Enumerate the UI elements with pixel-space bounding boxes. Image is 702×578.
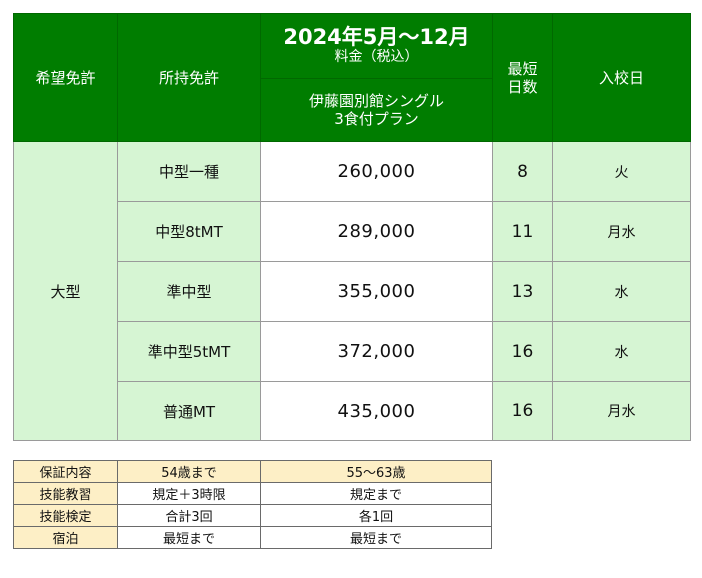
guarantee-label-cell: 技能検定 [13,504,118,527]
held-license-cell: 中型8tMT [117,201,261,262]
table-row: 準中型 355,000 13 水 [14,261,691,322]
guarantee-header-cell: 55～63歳 [260,460,492,483]
table-row: 保証内容 54歳まで 55～63歳 [13,460,492,483]
price-cell: 289,000 [260,201,493,262]
price-cell: 355,000 [260,261,493,322]
header-plan-line1: 伊藤園別館シングル [308,92,444,110]
days-cell: 13 [492,261,553,322]
guarantee-value-cell: 規定＋3時限 [117,482,261,505]
days-cell: 16 [492,381,553,441]
guarantee-table: 保証内容 54歳まで 55～63歳 技能教習 規定＋3時限 規定まで 技能検定 … [13,460,492,549]
guarantee-value-cell: 各1回 [260,504,492,527]
price-table: 希望免許 所持免許 2024年5月～12月 料金（税込） 最短 日数 入校日 伊… [13,13,691,441]
entry-day-cell: 火 [552,141,691,202]
entry-day-cell: 月水 [552,201,691,262]
price-cell: 260,000 [260,141,493,202]
desired-license-cell: 大型 [13,141,118,441]
guarantee-header-cell: 54歳まで [117,460,261,483]
header-plan: 伊藤園別館シングル 3食付プラン [260,78,493,142]
header-plan-line2: 3食付プラン [334,110,419,128]
entry-day-cell: 月水 [552,381,691,441]
table-row: 準中型5tMT 372,000 16 水 [14,321,691,382]
header-shortest-days: 最短 日数 [492,13,553,142]
guarantee-label-cell: 技能教習 [13,482,118,505]
held-license-cell: 準中型 [117,261,261,322]
table-row: 大型 中型一種 260,000 8 火 [13,141,691,441]
guarantee-header-cell: 保証内容 [13,460,118,483]
entry-day-cell: 水 [552,261,691,322]
header-shortest-days-line2: 日数 [507,77,538,96]
held-license-cell: 中型一種 [117,141,261,202]
held-license-cell: 普通MT [117,381,261,441]
days-cell: 16 [492,321,553,382]
price-cell: 435,000 [260,381,493,441]
table-row: 普通MT 435,000 16 月水 [14,381,691,441]
guarantee-value-cell: 合計3回 [117,504,261,527]
price-cell: 372,000 [260,321,493,382]
guarantee-value-cell: 最短まで [117,526,261,549]
table-row: 宿泊 最短まで 最短まで [13,526,492,549]
days-cell: 11 [492,201,553,262]
header-period-fee: 2024年5月～12月 料金（税込） [260,13,493,79]
header-desired-license: 希望免許 [13,13,118,142]
header-period: 2024年5月～12月 [283,25,470,50]
guarantee-label-cell: 宿泊 [13,526,118,549]
table-row: 技能教習 規定＋3時限 規定まで [13,482,492,505]
header-entry-day: 入校日 [552,13,691,142]
entry-day-cell: 水 [552,321,691,382]
header-shortest-days-line1: 最短 [507,59,538,78]
held-license-cell: 準中型5tMT [117,321,261,382]
guarantee-value-cell: 規定まで [260,482,492,505]
table-row: 中型8tMT 289,000 11 月水 [14,201,691,262]
header-fee-label: 料金（税込） [334,49,419,66]
days-cell: 8 [492,141,553,202]
guarantee-value-cell: 最短まで [260,526,492,549]
header-held-license: 所持免許 [117,13,261,142]
table-row: 技能検定 合計3回 各1回 [13,504,492,527]
